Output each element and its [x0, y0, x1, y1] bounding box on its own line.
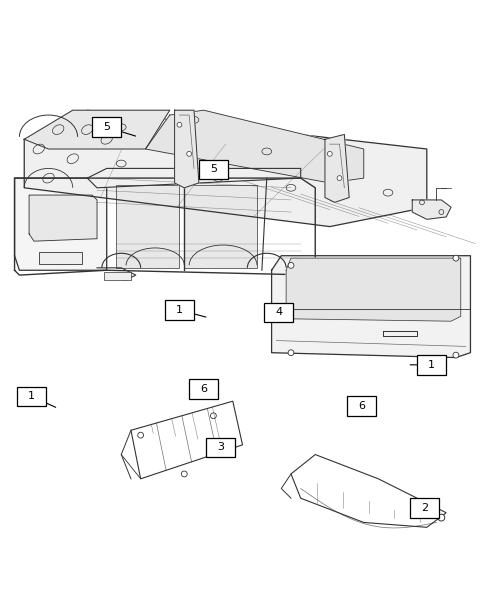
Text: 5: 5: [210, 164, 216, 174]
Circle shape: [452, 255, 458, 261]
Circle shape: [177, 123, 182, 127]
FancyBboxPatch shape: [206, 438, 235, 457]
FancyBboxPatch shape: [189, 379, 218, 399]
Polygon shape: [145, 110, 363, 183]
Circle shape: [452, 352, 458, 358]
Text: 2: 2: [420, 503, 427, 513]
FancyBboxPatch shape: [416, 355, 445, 375]
Polygon shape: [324, 134, 348, 203]
Bar: [104, 272, 131, 280]
Polygon shape: [87, 168, 300, 188]
Text: 1: 1: [28, 391, 35, 401]
Circle shape: [327, 151, 332, 156]
FancyBboxPatch shape: [198, 160, 227, 179]
Text: 1: 1: [427, 360, 434, 370]
FancyBboxPatch shape: [92, 117, 121, 137]
Polygon shape: [15, 178, 106, 270]
Circle shape: [186, 151, 191, 156]
Text: 1: 1: [176, 305, 182, 315]
FancyBboxPatch shape: [17, 386, 46, 406]
Polygon shape: [271, 256, 469, 358]
Circle shape: [336, 176, 341, 180]
FancyBboxPatch shape: [264, 303, 293, 322]
Text: 5: 5: [103, 122, 110, 132]
Polygon shape: [24, 110, 426, 227]
Text: 6: 6: [357, 401, 364, 411]
Polygon shape: [411, 200, 450, 219]
FancyBboxPatch shape: [346, 396, 375, 416]
Polygon shape: [286, 258, 460, 321]
Circle shape: [287, 263, 293, 269]
Polygon shape: [29, 195, 97, 241]
Polygon shape: [174, 110, 198, 188]
FancyBboxPatch shape: [409, 498, 438, 518]
Text: 4: 4: [275, 307, 282, 317]
FancyBboxPatch shape: [165, 300, 194, 320]
Circle shape: [437, 514, 444, 521]
Text: 3: 3: [217, 442, 224, 452]
Polygon shape: [24, 110, 169, 149]
Bar: [116, 186, 179, 268]
Bar: [184, 186, 257, 268]
Bar: [39, 252, 82, 264]
Circle shape: [287, 350, 293, 356]
Text: 6: 6: [200, 384, 207, 394]
